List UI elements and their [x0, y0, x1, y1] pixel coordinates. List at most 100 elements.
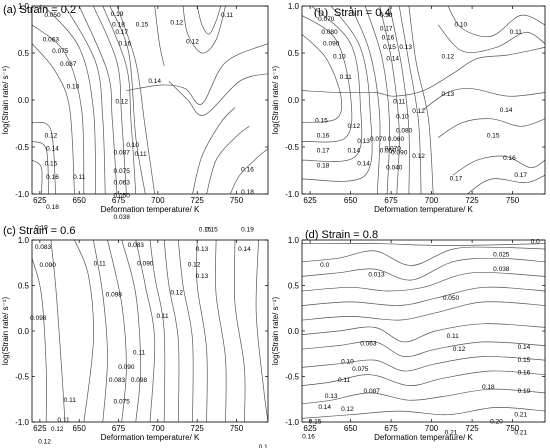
- contour-label: 0.083: [35, 244, 52, 251]
- x-tick-label: 750: [506, 196, 520, 205]
- y-tick-label: 0.0: [18, 96, 30, 105]
- contour-label: 0.087: [60, 61, 77, 68]
- y-axis-label: log(Strain rate/ s⁻¹): [1, 297, 10, 366]
- x-axis-label: Deformation temperature/ K: [374, 433, 473, 442]
- x-tick-label: 650: [344, 424, 358, 433]
- y-tick-label: -0.5: [285, 373, 299, 382]
- contour-label: 0.13: [325, 393, 338, 400]
- contour-line: [229, 148, 268, 194]
- contour-label: 0.10: [126, 142, 139, 149]
- contour-line: [32, 43, 75, 194]
- contour-line: [408, 6, 434, 194]
- contour-label: 0.19: [518, 388, 531, 395]
- contour-label: 0.15: [315, 117, 328, 124]
- contour-label: 0.13: [196, 246, 209, 253]
- contour-line: [423, 88, 545, 110]
- x-tick-label: 700: [425, 424, 439, 433]
- contour-line: [302, 356, 545, 372]
- contour-label: 0.050: [44, 12, 61, 19]
- x-tick-label: 625: [33, 196, 47, 205]
- contour-label: 0.17: [450, 176, 463, 183]
- contour-line: [302, 15, 353, 143]
- contour-label: 0.12: [115, 99, 128, 106]
- contour-label: 0.16: [382, 35, 395, 42]
- contour-label: 0.18: [380, 12, 393, 19]
- contour-label: 0.11: [221, 12, 234, 19]
- contour-line: [437, 118, 545, 138]
- contour-label: 0.083: [128, 242, 145, 249]
- contour-line: [43, 6, 97, 194]
- contour-label: 0.075: [352, 366, 369, 373]
- contour-line: [398, 6, 422, 194]
- x-axis-label: Deformation temperature/ K: [101, 205, 200, 214]
- contour-label: 0.098: [131, 377, 148, 384]
- contour-line: [135, 240, 156, 422]
- contour-line: [32, 141, 49, 194]
- contour-label: 0.11: [447, 333, 460, 340]
- contour-label: 0.013: [368, 271, 385, 278]
- contour-label: 0.13: [441, 91, 454, 98]
- contour-line: [102, 6, 137, 194]
- contour-line: [233, 240, 246, 422]
- contour-label: 0.12: [441, 54, 454, 61]
- contour-label: 0.070: [370, 136, 387, 143]
- contour-label: 0.080: [321, 29, 338, 36]
- contour-label: 0.12: [412, 108, 425, 115]
- contour-label: 0.12: [347, 123, 360, 130]
- contour-label: 0.098: [106, 291, 123, 298]
- contour-label: 0.17: [380, 25, 393, 32]
- contour-label: 0.14: [46, 146, 59, 153]
- contour-line: [163, 240, 180, 422]
- y-tick-label: 1.0: [288, 236, 300, 245]
- panel-title: (d) Strain = 0.8: [305, 229, 378, 241]
- contour-line: [107, 240, 127, 422]
- contour-line: [364, 6, 390, 194]
- panel-title: Strain = 0.4: [334, 7, 391, 19]
- contour-label: 0.21: [514, 430, 527, 437]
- y-axis-label: log(Strain rate/ s⁻¹): [1, 66, 10, 135]
- contour-label: 0.090: [40, 262, 57, 269]
- contour-label: 0.17: [317, 148, 330, 155]
- contour-line: [121, 240, 141, 422]
- y-tick-label: -1.0: [15, 418, 29, 427]
- contour-label: 0.13: [196, 273, 209, 280]
- x-tick-label: 625: [303, 424, 317, 433]
- contour-line: [302, 47, 545, 97]
- contour-line: [302, 407, 545, 419]
- contour-label: 0.18: [482, 384, 495, 391]
- y-tick-label: 0.5: [18, 49, 30, 58]
- contour-line: [302, 33, 343, 123]
- y-tick-label: 0.5: [18, 282, 30, 291]
- y-tick-label: 0.0: [288, 327, 300, 336]
- contour-line: [32, 24, 85, 194]
- contour-label: 0.15: [487, 132, 500, 139]
- contour-line: [32, 121, 56, 194]
- y-axis-label: log(Strain rate/ s⁻¹): [271, 297, 280, 366]
- contour-line: [78, 6, 118, 194]
- plot-frame: [301, 5, 546, 195]
- contour-panel-3: 0.00.00.0250.0130.0380.0500.0630.110.120…: [271, 229, 546, 442]
- contour-lines: [32, 240, 268, 422]
- contour-line: [206, 126, 250, 194]
- contour-line: [192, 107, 236, 194]
- contour-label: 0.16: [118, 40, 131, 47]
- contour-label: 0.14: [238, 246, 251, 253]
- contour-line: [116, 6, 156, 194]
- contour-label: 0.11: [340, 74, 353, 81]
- contour-line: [302, 323, 545, 343]
- contour-label: 0.14: [347, 148, 360, 155]
- y-tick-label: 1.0: [288, 2, 300, 11]
- contour-line: [302, 257, 545, 281]
- contour-line: [126, 43, 268, 105]
- contour-label: 0.1: [259, 444, 268, 448]
- contour-label: 0.15: [199, 226, 212, 233]
- y-axis-label: log(Strain rate/ s⁻¹): [271, 66, 280, 135]
- contour-label: 0.070: [318, 16, 335, 23]
- contour-label: 0.15: [45, 161, 58, 168]
- contour-label: 0.10: [396, 114, 409, 121]
- contour-label: 0.19: [35, 225, 48, 232]
- x-tick-label: 750: [230, 424, 244, 433]
- contour-line: [255, 240, 268, 422]
- contour-label: 0.11: [73, 174, 86, 181]
- plot-frame: [31, 5, 269, 195]
